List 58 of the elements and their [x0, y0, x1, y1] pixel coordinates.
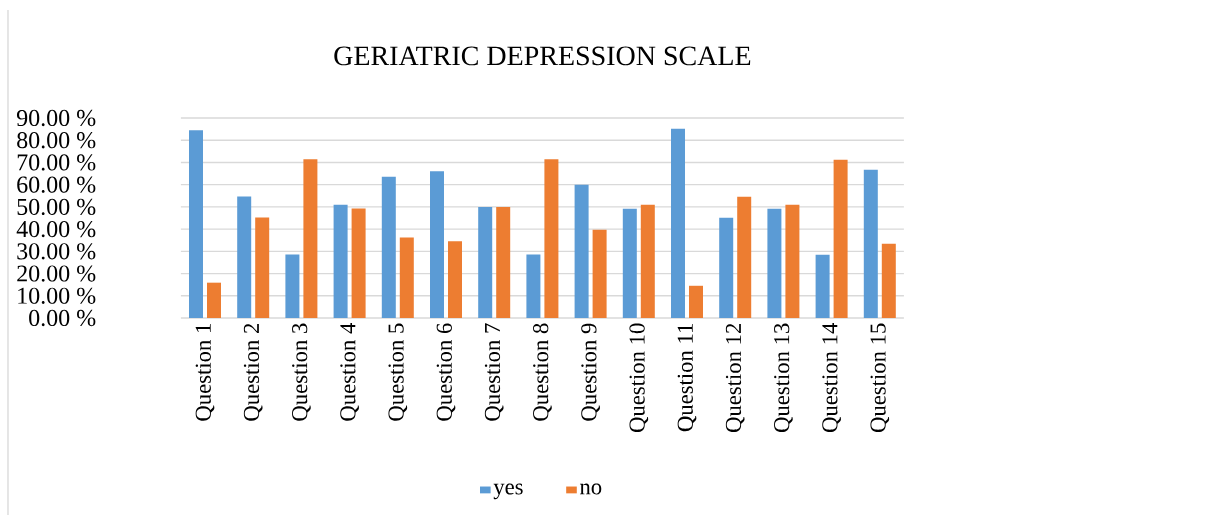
y-tick-label: 80.00 % [17, 132, 96, 149]
legend-label: yes [493, 483, 523, 500]
bar [333, 204, 348, 319]
bar [448, 241, 462, 319]
bar [237, 196, 252, 319]
bar [574, 184, 589, 319]
x-tick-label: Question 10 [629, 323, 649, 433]
x-tick-label: Question 13 [774, 323, 793, 433]
bar [592, 229, 607, 319]
bar [207, 282, 221, 319]
bar [381, 176, 396, 319]
x-tick-label: Question 1 [195, 324, 215, 421]
bar [526, 254, 541, 319]
bar [689, 285, 704, 319]
x-tick-label: Question 6 [436, 323, 456, 421]
bar [430, 171, 444, 319]
x-tick-label: Question 12 [725, 324, 745, 433]
bar [496, 207, 511, 319]
bar [399, 237, 414, 319]
bar [833, 159, 848, 319]
bar [544, 159, 559, 319]
bar [285, 254, 300, 319]
bar [785, 204, 800, 319]
x-tick-label: Question 15 [870, 323, 890, 433]
x-tick-label: Question 5 [388, 323, 408, 421]
y-tick-label: 70.00 % [17, 154, 96, 171]
x-tick-label: Question 14 [822, 323, 841, 433]
y-tick-label: 20.00 % [17, 265, 96, 282]
y-tick-label: 60.00 % [17, 176, 96, 193]
x-tick-label: Question 4 [340, 323, 359, 421]
bar [622, 208, 637, 319]
y-tick-label: 10.00 % [18, 287, 96, 305]
y-tick-label: 90.00 % [16, 110, 96, 127]
x-tick-label: Question 11 [677, 324, 697, 432]
bar [255, 217, 270, 319]
bar [881, 243, 896, 319]
x-tick-label: Question 7 [484, 323, 504, 421]
bar [671, 128, 686, 319]
bar [767, 208, 782, 319]
bar [351, 208, 366, 319]
y-tick-label: 0.00 % [29, 310, 96, 327]
x-tick-label: Question 2 [243, 324, 263, 421]
bar [640, 204, 655, 319]
x-tick-label: Question 3 [292, 323, 311, 421]
bar [815, 254, 830, 319]
bar [719, 217, 734, 319]
y-tick-label: 50.00 % [17, 198, 96, 216]
chart-title: GERIATRIC DEPRESSION SCALE [334, 46, 751, 66]
bar [303, 159, 318, 319]
bar [189, 130, 203, 319]
bar [863, 169, 878, 319]
bar [478, 207, 493, 319]
y-tick-label: 30.00 % [17, 243, 96, 260]
bar [737, 196, 752, 319]
x-tick-label: Question 8 [533, 323, 552, 421]
y-tick-label: 40.00 % [16, 221, 96, 238]
legend-label: no [579, 483, 602, 495]
x-tick-label: Question 9 [581, 323, 600, 421]
